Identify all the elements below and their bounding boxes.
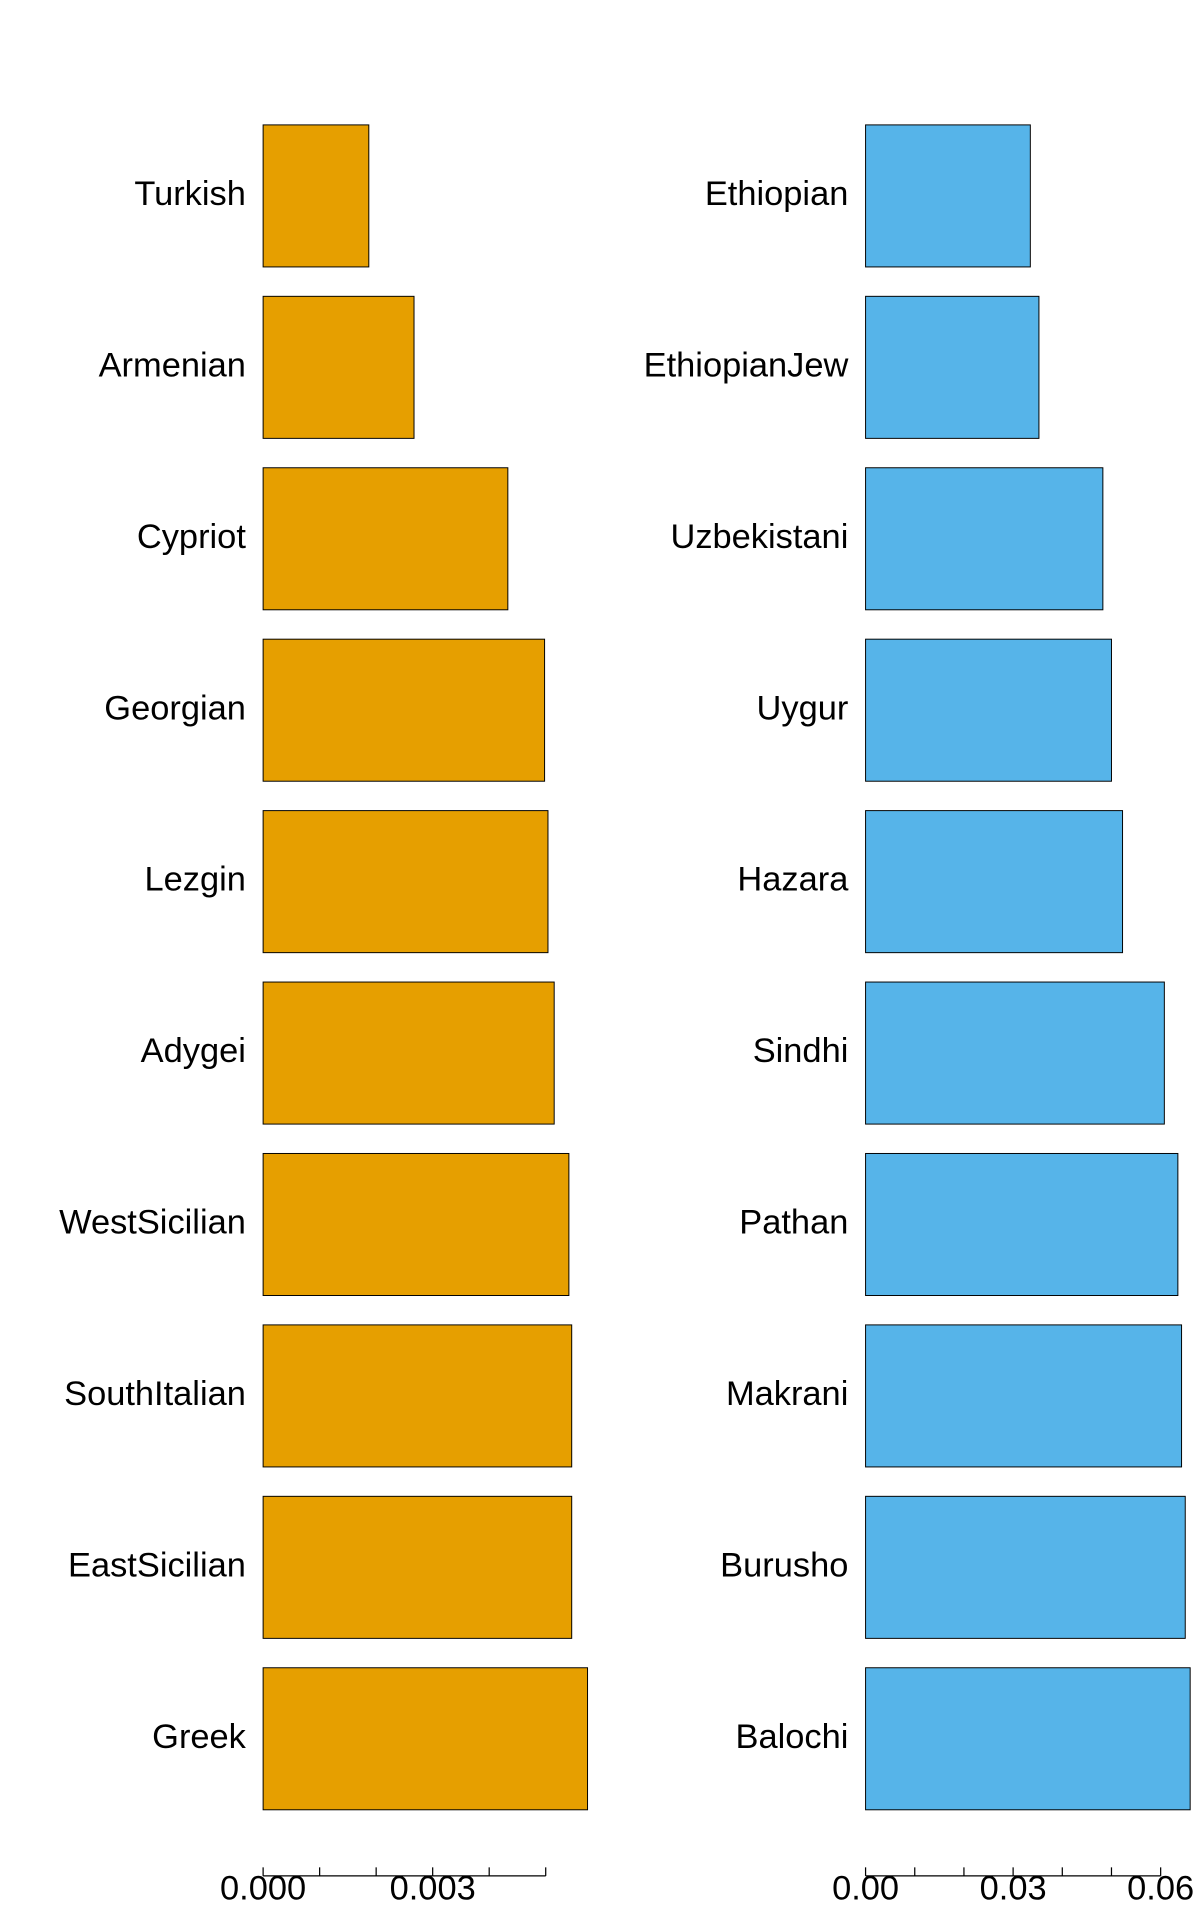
category-label: Ethiopian xyxy=(705,175,849,213)
bar xyxy=(865,1152,1179,1296)
category-label: Georgian xyxy=(104,689,246,727)
category-label: SouthItalian xyxy=(64,1375,246,1413)
bar xyxy=(262,295,415,439)
category-label: Armenian xyxy=(99,346,246,384)
bar xyxy=(262,1152,570,1296)
x-tick-label: 0.00 xyxy=(832,1870,899,1908)
x-tick-label: 0.000 xyxy=(220,1870,306,1908)
category-label: Greek xyxy=(152,1718,247,1756)
category-label: Makrani xyxy=(726,1375,848,1413)
category-label: EthiopianJew xyxy=(644,346,849,384)
bar xyxy=(262,638,546,782)
category-label: Burusho xyxy=(720,1546,848,1584)
bar xyxy=(865,467,1104,611)
bar xyxy=(262,810,549,954)
bar xyxy=(262,124,370,268)
bar xyxy=(865,124,1031,268)
category-label: Lezgin xyxy=(144,861,245,899)
bar xyxy=(262,1495,573,1639)
category-label: Pathan xyxy=(739,1204,848,1242)
category-label: Sindhi xyxy=(753,1032,849,1070)
bar xyxy=(865,981,1165,1125)
category-label: Hazara xyxy=(737,861,849,899)
bar xyxy=(865,810,1124,954)
x-tick-label: 0.06 xyxy=(1127,1870,1194,1908)
bar xyxy=(262,981,555,1125)
bar xyxy=(865,295,1040,439)
category-label: Balochi xyxy=(735,1718,848,1756)
category-label: EastSicilian xyxy=(68,1546,246,1584)
category-label: Uygur xyxy=(757,689,849,727)
bar xyxy=(262,1324,573,1468)
x-tick-label: 0.03 xyxy=(980,1870,1047,1908)
bar xyxy=(262,1667,589,1811)
x-tick-label: 0.003 xyxy=(390,1870,476,1908)
bar xyxy=(865,1495,1186,1639)
bar xyxy=(865,638,1112,782)
category-label: Uzbekistani xyxy=(670,518,848,556)
category-label: Adygei xyxy=(141,1032,246,1070)
category-label: WestSicilian xyxy=(59,1204,246,1242)
category-label: Turkish xyxy=(134,175,246,213)
bar xyxy=(865,1324,1183,1468)
bar xyxy=(865,1667,1191,1811)
bar xyxy=(262,467,509,611)
category-label: Cypriot xyxy=(137,518,246,556)
